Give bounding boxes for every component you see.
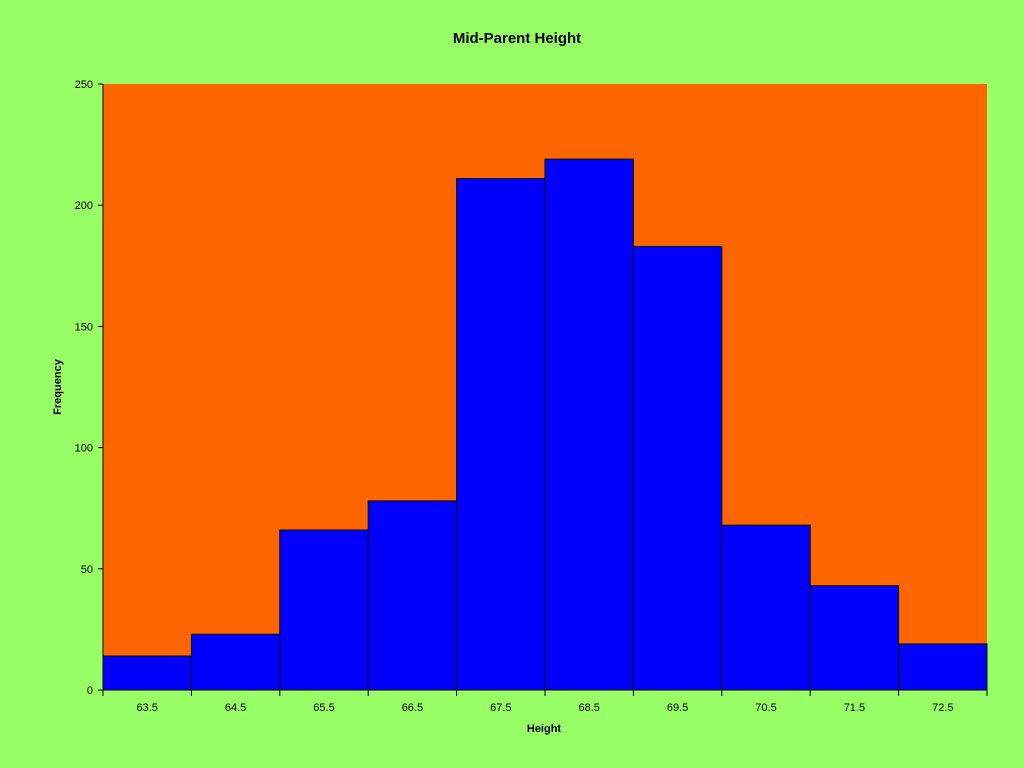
- bar-66.5: [367, 500, 458, 691]
- bars-group: [102, 158, 988, 691]
- y-axis-title: Frequency: [52, 358, 64, 415]
- x-tick-label: 64.5: [225, 702, 246, 714]
- chart-title: Mid-Parent Height: [453, 30, 581, 47]
- y-tick-label: 100: [75, 443, 93, 455]
- y-tick-label: 150: [75, 321, 93, 333]
- x-axis-title: Height: [527, 723, 562, 735]
- x-tick-label: 63.5: [136, 702, 157, 714]
- bar-72.5: [898, 643, 988, 691]
- bar-71.5: [809, 585, 900, 691]
- bar-69.5: [632, 245, 723, 691]
- y-tick-labels: 0 50 100 150 200 250: [75, 79, 93, 697]
- bar-63.5: [102, 655, 192, 691]
- x-tick-labels: 63.5 64.5 65.5 66.5 67.5 68.5 69.5 70.5 71.5 72.5: [136, 702, 953, 714]
- bar-68.5: [544, 158, 634, 691]
- x-tick-label: 65.5: [313, 702, 334, 714]
- bar-70.5: [721, 524, 811, 691]
- x-tick-label: 68.5: [578, 702, 599, 714]
- x-tick-label: 69.5: [667, 702, 688, 714]
- bar-65.5: [279, 529, 369, 691]
- y-tick-label: 250: [75, 79, 93, 91]
- y-tick-label: 200: [75, 200, 93, 212]
- x-tick-label: 67.5: [490, 702, 511, 714]
- y-tick-label: 50: [81, 564, 93, 576]
- x-tick-label: 70.5: [755, 702, 776, 714]
- x-tick-label: 66.5: [402, 702, 423, 714]
- y-tick-label: 0: [87, 685, 93, 697]
- x-tick-label: 71.5: [844, 702, 865, 714]
- bar-64.5: [190, 633, 281, 691]
- axes-group: [98, 83, 988, 696]
- x-tick-label: 72.5: [932, 702, 953, 714]
- bar-67.5: [456, 178, 546, 691]
